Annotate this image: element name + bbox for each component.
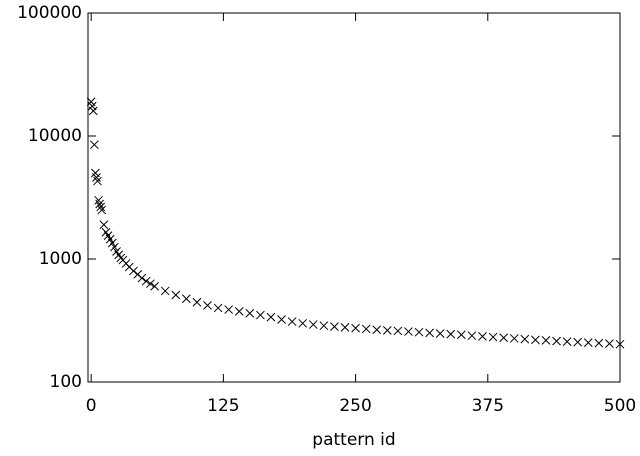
point: [298, 318, 308, 328]
point: [456, 330, 466, 340]
point: [93, 176, 102, 186]
point: [96, 202, 106, 212]
point: [382, 325, 392, 335]
point: [425, 328, 434, 338]
point: [129, 266, 138, 276]
point: [552, 336, 561, 346]
point: [319, 321, 329, 331]
x-tick-label: 500: [604, 396, 636, 416]
point: [245, 308, 255, 318]
point: [277, 315, 286, 324]
point: [361, 324, 371, 334]
point: [435, 329, 445, 338]
point: [99, 220, 109, 230]
point: [509, 334, 519, 343]
point: [160, 286, 170, 296]
point: [520, 334, 530, 344]
y-tick-label: 10000: [28, 126, 82, 146]
y-tick-label: 100000: [17, 3, 82, 23]
point: [531, 335, 540, 345]
point: [266, 312, 276, 322]
point: [414, 327, 424, 337]
point: [182, 294, 191, 304]
point: [330, 322, 339, 331]
point: [203, 300, 212, 310]
point: [573, 337, 583, 347]
point: [594, 338, 604, 348]
point: [224, 305, 234, 314]
point: [88, 106, 98, 116]
x-tick-label: 250: [339, 396, 371, 416]
point: [107, 238, 117, 248]
point: [499, 333, 509, 343]
point: [287, 317, 297, 326]
point: [141, 276, 151, 286]
point: [541, 336, 551, 345]
point: [615, 339, 625, 349]
point: [372, 325, 382, 335]
point: [234, 307, 244, 316]
point: [146, 279, 155, 289]
point: [478, 332, 487, 341]
x-tick-label: 0: [86, 396, 97, 416]
point: [605, 339, 614, 349]
point: [393, 326, 403, 336]
point: [97, 205, 107, 215]
point: [213, 303, 223, 313]
point: [467, 331, 477, 341]
point: [340, 323, 350, 332]
x-tick-label: 375: [472, 396, 504, 416]
point: [583, 338, 593, 347]
point: [110, 242, 119, 252]
x-axis-label: pattern id: [312, 430, 395, 450]
point: [95, 199, 104, 209]
point: [404, 327, 413, 336]
point: [171, 290, 181, 300]
point: [150, 281, 159, 291]
point: [562, 337, 572, 346]
point: [351, 323, 360, 333]
point: [137, 273, 147, 283]
y-tick-label: 100: [50, 372, 82, 392]
point: [308, 320, 318, 329]
x-tick-label: 125: [207, 396, 239, 416]
y-tick-label: 1000: [39, 249, 82, 269]
point: [89, 140, 99, 150]
point: [446, 329, 456, 339]
plot-frame: [87, 12, 621, 383]
point: [256, 310, 265, 320]
point: [192, 297, 202, 307]
point: [488, 332, 498, 342]
